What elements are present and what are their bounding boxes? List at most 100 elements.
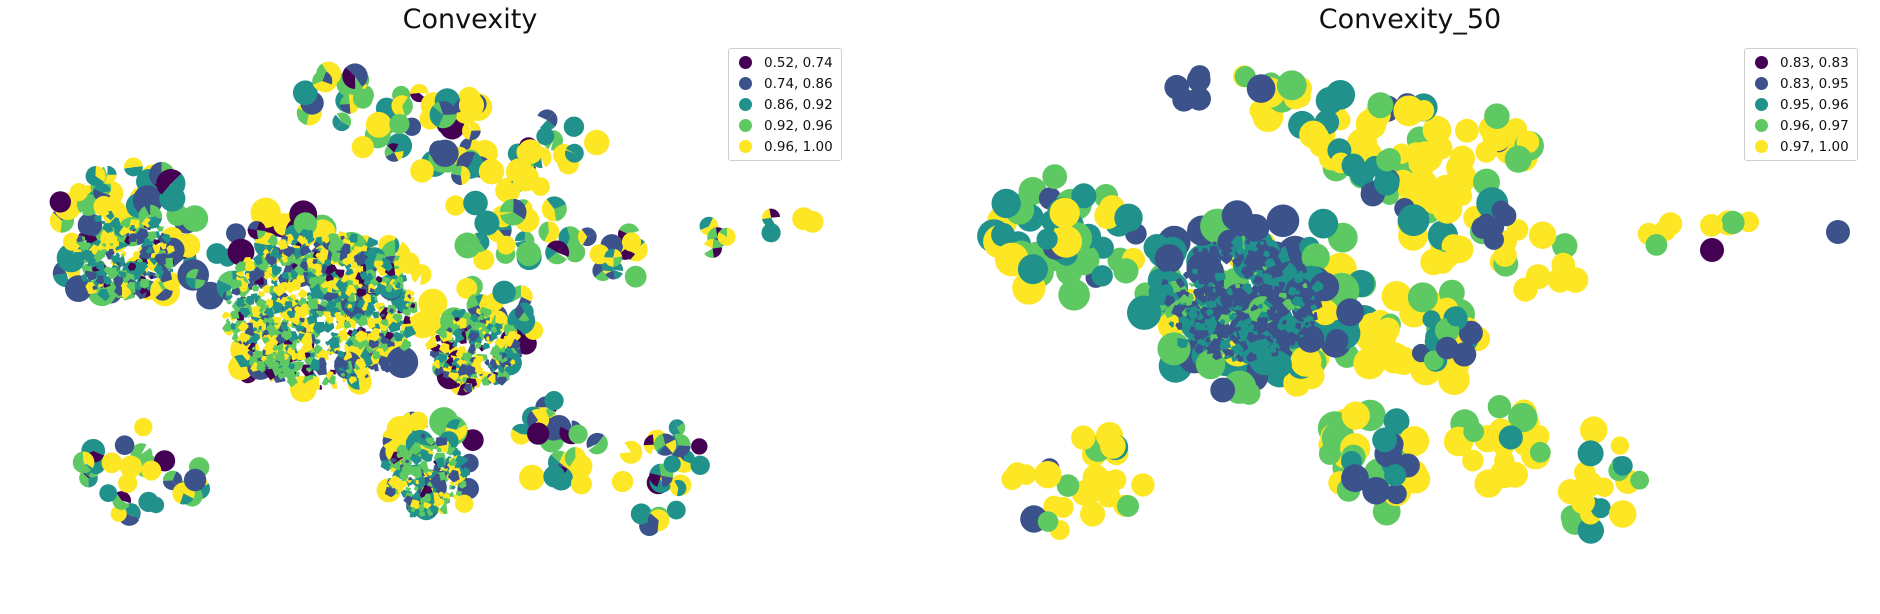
map-polygon xyxy=(194,278,206,289)
map-polygon xyxy=(340,104,352,114)
map-polygon xyxy=(674,433,691,446)
map-polygon xyxy=(410,302,415,309)
map-polygon xyxy=(1376,317,1400,341)
map-polygon xyxy=(509,359,516,365)
map-polygon xyxy=(1249,336,1258,344)
map-polygon xyxy=(1232,331,1238,338)
map-polygon xyxy=(235,297,245,308)
map-polygon xyxy=(327,336,340,350)
map-polygon xyxy=(267,234,278,247)
map-polygon xyxy=(491,368,495,373)
map-polygon xyxy=(314,339,321,345)
map-polygon xyxy=(438,342,450,354)
map-polygon xyxy=(459,466,471,478)
map-polygon xyxy=(347,303,353,309)
map-polygon xyxy=(1228,312,1236,321)
map-polygon xyxy=(1408,150,1434,176)
map-polygon xyxy=(1247,249,1260,261)
map-polygon xyxy=(554,204,567,222)
map-polygon xyxy=(226,290,232,296)
map-polygon xyxy=(119,226,130,237)
map-polygon xyxy=(402,450,413,461)
map-polygon xyxy=(271,301,283,314)
map-polygon xyxy=(435,325,447,339)
map-polygon xyxy=(613,270,623,280)
map-polygon xyxy=(391,100,405,117)
map-polygon xyxy=(467,330,479,342)
map-polygon xyxy=(674,419,684,428)
map-polygon xyxy=(1474,469,1503,498)
map-polygon xyxy=(1386,483,1407,505)
map-polygon xyxy=(429,106,444,128)
map-polygon xyxy=(95,275,105,285)
map-polygon xyxy=(451,365,457,371)
map-polygon xyxy=(1580,416,1608,444)
map-polygon xyxy=(92,285,98,291)
map-polygon xyxy=(256,297,267,309)
map-polygon xyxy=(1212,288,1216,293)
map-polygon xyxy=(389,308,394,314)
map-polygon xyxy=(492,280,516,304)
map-polygon xyxy=(299,261,308,272)
map-polygon xyxy=(431,139,459,167)
map-polygon xyxy=(312,70,327,85)
map-polygon xyxy=(264,368,276,381)
map-polygon xyxy=(402,97,413,117)
map-polygon xyxy=(630,452,643,464)
map-polygon xyxy=(407,294,411,300)
map-polygon xyxy=(348,321,356,329)
map-polygon xyxy=(1552,233,1578,259)
legend-entry: 0.92, 0.96 xyxy=(739,115,833,136)
map-polygon xyxy=(337,350,345,358)
map-polygon xyxy=(1296,270,1305,280)
map-polygon xyxy=(1256,323,1269,335)
map-polygon xyxy=(128,233,137,243)
map-polygon xyxy=(312,321,326,335)
map-polygon xyxy=(1245,239,1250,245)
map-polygon xyxy=(451,485,456,490)
map-polygon xyxy=(707,227,718,241)
map-polygon xyxy=(546,196,566,209)
map-polygon xyxy=(473,248,495,271)
map-polygon xyxy=(1347,128,1378,159)
map-polygon xyxy=(463,190,488,216)
map-polygon xyxy=(138,447,153,466)
map-polygon xyxy=(138,206,151,218)
map-polygon xyxy=(395,282,401,289)
map-polygon xyxy=(292,80,318,106)
map-polygon xyxy=(482,342,490,350)
map-polygon xyxy=(495,315,507,326)
map-polygon xyxy=(159,242,167,250)
map-polygon xyxy=(380,318,389,327)
map-polygon xyxy=(1325,329,1349,352)
map-polygon xyxy=(405,459,410,463)
map-polygon xyxy=(463,312,471,320)
map-polygon xyxy=(1282,345,1290,353)
map-polygon xyxy=(234,262,247,273)
map-polygon xyxy=(169,268,174,273)
map-polygon xyxy=(1612,456,1633,476)
map-polygon xyxy=(123,157,143,169)
map-polygon xyxy=(372,350,378,356)
map-polygon xyxy=(611,478,631,493)
map-polygon xyxy=(486,336,490,341)
map-polygon xyxy=(458,479,467,489)
map-polygon xyxy=(1287,338,1296,347)
map-polygon xyxy=(226,299,232,305)
map-polygon xyxy=(389,113,410,135)
map-polygon xyxy=(299,245,312,257)
map-polygon xyxy=(231,342,238,348)
map-polygon xyxy=(329,239,335,244)
map-polygon xyxy=(281,271,289,280)
map-polygon xyxy=(305,235,315,244)
map-polygon xyxy=(650,509,670,523)
map-polygon xyxy=(295,371,300,377)
map-polygon xyxy=(325,316,335,324)
map-polygon xyxy=(321,378,328,386)
map-polygon xyxy=(586,432,604,449)
map-polygon xyxy=(280,323,288,331)
map-polygon xyxy=(308,276,320,288)
map-polygon xyxy=(337,112,352,127)
map-polygon xyxy=(256,221,266,232)
map-polygon xyxy=(325,350,331,356)
